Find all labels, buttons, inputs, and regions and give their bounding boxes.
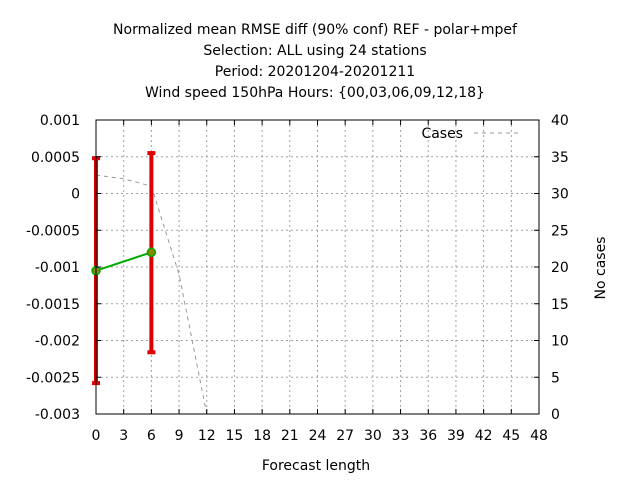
y2-tick-label: 5 bbox=[551, 370, 560, 386]
y2-tick-label: 20 bbox=[551, 260, 569, 276]
chart-title-line-1: Normalized mean RMSE diff (90% conf) REF… bbox=[113, 22, 518, 38]
y-tick-label: -0.001 bbox=[35, 260, 80, 276]
x-tick-label: 33 bbox=[392, 428, 410, 444]
y2-tick-label: 30 bbox=[551, 187, 569, 203]
y2-tick-label: 25 bbox=[551, 223, 569, 239]
main-series bbox=[91, 247, 157, 276]
x-tick-label: 18 bbox=[253, 428, 271, 444]
main-series-line bbox=[95, 251, 152, 272]
x-tick-label: 3 bbox=[119, 428, 128, 444]
legend: Cases bbox=[421, 126, 520, 142]
x-tick-label: 48 bbox=[530, 428, 548, 444]
y2-axis-label: No cases bbox=[593, 237, 609, 300]
y-tick-label: 0.001 bbox=[40, 113, 80, 129]
y-tick-label: -0.0025 bbox=[26, 370, 80, 386]
chart-title-line-3: Period: 20201204-20201211 bbox=[215, 64, 415, 80]
x-tick-label: 24 bbox=[309, 428, 327, 444]
grid-lines bbox=[96, 120, 539, 414]
x-tick-label: 9 bbox=[175, 428, 184, 444]
x-tick-label: 39 bbox=[447, 428, 465, 444]
y2-tick-label: 15 bbox=[551, 297, 569, 313]
x-tick-label: 27 bbox=[336, 428, 354, 444]
x-tick-label: 36 bbox=[419, 428, 437, 444]
y2-tick-label: 40 bbox=[551, 113, 569, 129]
plot-frame bbox=[95, 119, 540, 415]
y-tick-label: -0.0005 bbox=[26, 223, 80, 239]
x-tick-label: 6 bbox=[147, 428, 156, 444]
y-tick-label: 0.0005 bbox=[31, 150, 80, 166]
x-tick-label: 12 bbox=[198, 428, 216, 444]
y-tick-label: 0 bbox=[71, 187, 80, 203]
x-tick-label: 0 bbox=[92, 428, 101, 444]
x-tick-label: 42 bbox=[475, 428, 493, 444]
x-tick-label: 30 bbox=[364, 428, 382, 444]
y-tick-label: -0.002 bbox=[35, 334, 80, 350]
x-tick-label: 15 bbox=[226, 428, 244, 444]
chart-title-line-2: Selection: ALL using 24 stations bbox=[203, 43, 426, 59]
x-tick-label: 21 bbox=[281, 428, 299, 444]
main-series-point bbox=[146, 247, 157, 258]
x-tick-label: 45 bbox=[502, 428, 520, 444]
y-tick-label: -0.003 bbox=[35, 407, 80, 423]
y2-tick-label: 35 bbox=[551, 150, 569, 166]
legend-label-cases: Cases bbox=[421, 126, 463, 142]
x-axis-label: Forecast length bbox=[262, 458, 370, 474]
y2-tick-label: 10 bbox=[551, 334, 569, 350]
y-tick-label: -0.0015 bbox=[26, 297, 80, 313]
chart-title-line-4: Wind speed 150hPa Hours: {00,03,06,09,12… bbox=[145, 85, 485, 101]
axis-ticks: 0 3 6 9 12 15 18 21 24 27 30 33 36 39 42 45 480.0010.000… bbox=[26, 113, 569, 444]
y2-tick-label: 0 bbox=[551, 407, 560, 423]
